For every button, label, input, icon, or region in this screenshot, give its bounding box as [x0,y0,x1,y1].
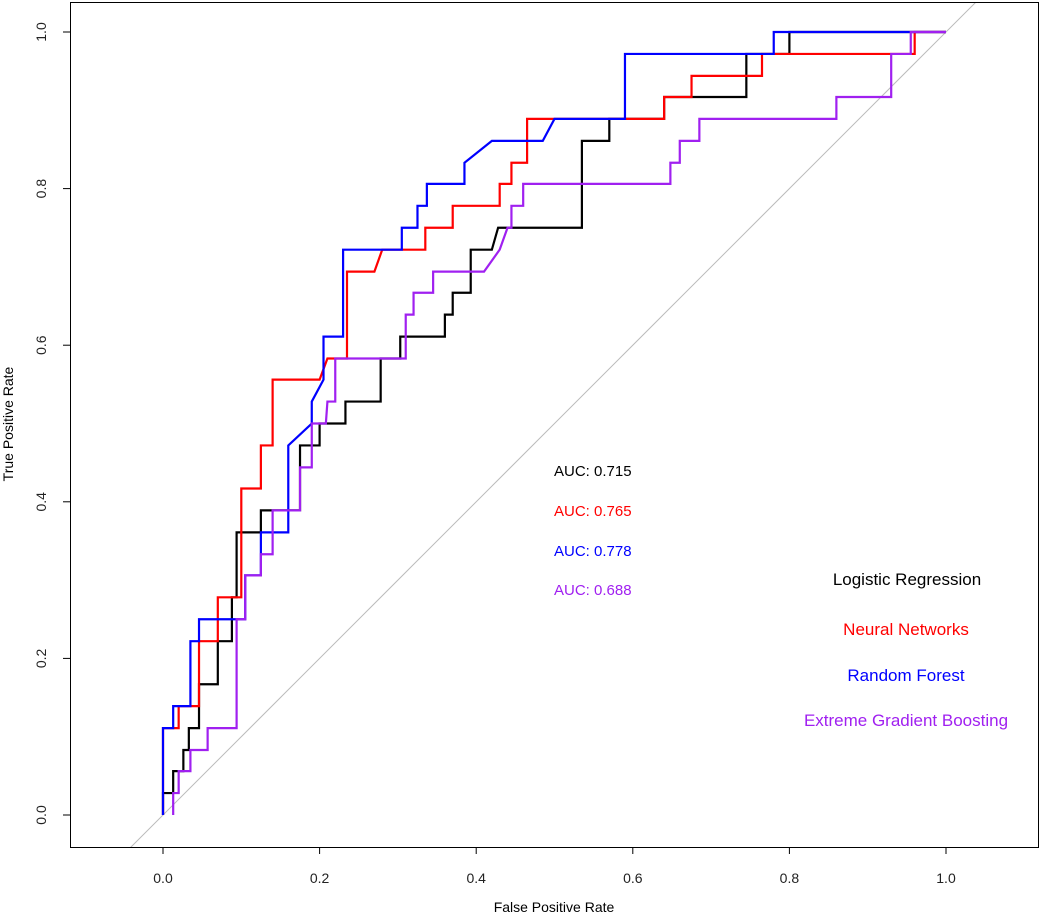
legend-entry-random-forest: Random Forest [847,666,964,685]
x-tick-label: 0.6 [623,870,643,886]
y-tick-label: 0.8 [33,179,49,199]
roc-curve-extreme-gradient-boosting [172,30,946,815]
y-tick-label: 1.0 [33,22,49,42]
x-axis-title: False Positive Rate [494,899,615,915]
auc-label-neural-networks: AUC: 0.765 [554,503,632,520]
auc-label-random-forest: AUC: 0.778 [554,543,632,560]
plot-area [130,2,977,847]
y-tick-label: 0.6 [33,335,49,355]
auc-label-logistic-regression: AUC: 0.715 [554,463,632,480]
legend-entry-extreme-gradient-boosting: Extreme Gradient Boosting [804,711,1008,730]
y-tick-label: 0.4 [33,492,49,512]
auc-label-extreme-gradient-boosting: AUC: 0.688 [554,582,632,599]
x-tick-label: 1.0 [936,870,956,886]
legend-entry-neural-networks: Neural Networks [843,620,969,639]
x-tick-label: 0.4 [466,870,486,886]
x-tick-label: 0.8 [780,870,800,886]
y-tick-label: 0.2 [33,648,49,668]
x-tick-label: 0.0 [153,870,173,886]
roc-curve-logistic-regression [161,30,946,815]
roc-curve-random-forest [161,30,946,815]
plot-frame [70,2,1039,848]
x-tick-label: 0.2 [310,870,330,886]
axes: 0.0 0.2 0.4 0.6 0.8 1.0 0.0 0.2 0.4 0.6 0.8 1.0 [33,2,1039,886]
y-axis-title: True Positive Rate [0,366,16,481]
legend-entry-logistic-regression: Logistic Regression [833,570,981,589]
diagonal-reference-line [130,2,977,847]
y-tick-label: 0.0 [33,805,49,825]
